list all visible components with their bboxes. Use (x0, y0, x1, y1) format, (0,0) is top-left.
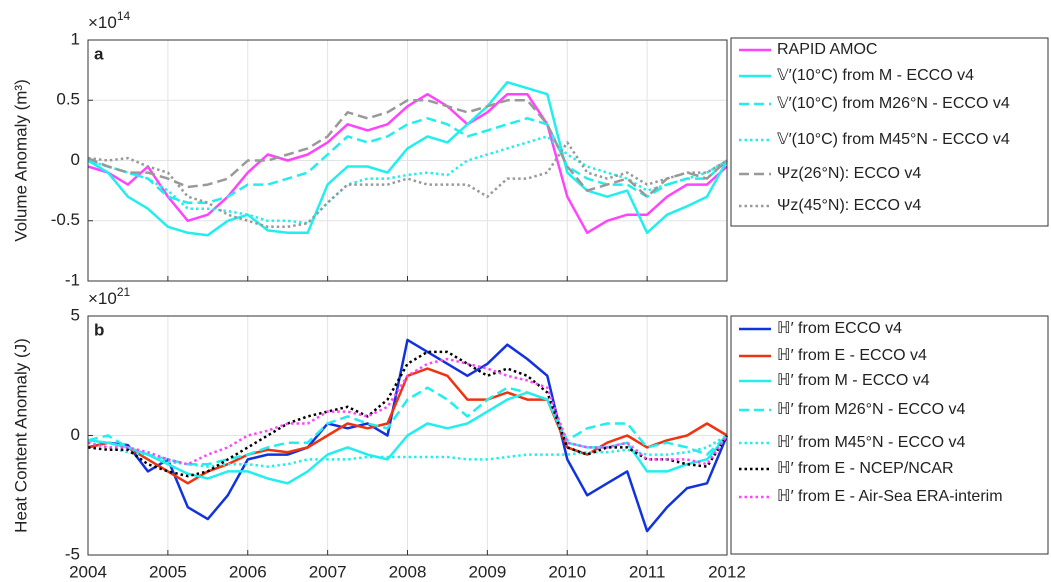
y-tick-label: -0.5 (51, 210, 80, 229)
y-tick-label: 5 (71, 305, 80, 324)
series-line (87, 386, 728, 466)
series-line (87, 117, 728, 204)
multiplier-base: ×10 (88, 289, 117, 308)
multiplier-base: ×10 (88, 13, 117, 32)
legend-label: ℍ′ from M26°N - ECCO v4 (777, 401, 965, 418)
legend-label: Ψz(45°N): ECCO v4 (777, 197, 921, 214)
series-line (87, 350, 729, 478)
y-tick-label: 0 (71, 425, 80, 444)
legend-box (730, 315, 1049, 555)
y-tick-label: -1 (65, 270, 80, 289)
y-axis-label: Volume Anomaly (m³) (11, 79, 30, 242)
x-tick-label: 2009 (468, 562, 506, 581)
legend-label: ℍ′ from M45°N - ECCO v4 (777, 434, 965, 451)
legend-label: ℍ′ from E - ECCO v4 (777, 347, 927, 364)
y-tick-label: 0 (71, 150, 80, 169)
series-line (87, 338, 729, 533)
y-tick-label: 1 (71, 29, 80, 48)
plot-frame (87, 315, 728, 556)
x-tick-label: 2012 (708, 562, 746, 581)
x-tick-label: 2011 (629, 562, 666, 581)
series-line (87, 99, 728, 198)
legend-label: ℍ′ from M - ECCO v4 (777, 372, 930, 389)
series-line (87, 135, 728, 225)
panel-label: a (94, 44, 104, 63)
series-line (87, 391, 728, 485)
axis-multiplier: ×1021 (88, 285, 131, 308)
y-tick-label: -5 (65, 544, 80, 563)
legend-label: ℍ′ from E - NCEP/NCAR (777, 460, 954, 477)
legend-label: 𝕍′(10°C) from M26°N - ECCO v4 (777, 95, 1010, 112)
panel-label: b (94, 320, 104, 339)
series-line (87, 92, 728, 235)
multiplier-exponent: 21 (117, 285, 131, 299)
series-line (87, 80, 729, 237)
y-tick-label: 0.5 (56, 90, 80, 109)
x-tick-label: 2007 (309, 562, 347, 581)
legend-label: ℍ′ from ECCO v4 (777, 320, 902, 337)
legend-label: 𝕍′(10°C) from M - ECCO v4 (777, 67, 974, 84)
legend-label: 𝕍′(10°C) from M45°N - ECCO v4 (777, 131, 1010, 148)
legend-label: ℍ′ from E - Air-Sea ERA-interim (777, 488, 1003, 505)
x-tick-label: 2006 (229, 562, 267, 581)
y-axis-label: Heat Content Anomaly (J) (11, 338, 30, 533)
legend-label: RAPID AMOC (777, 41, 877, 58)
legend-label: Ψz(26°N): ECCO v4 (777, 165, 921, 182)
series-line (87, 357, 729, 466)
plot-frame (87, 39, 728, 282)
x-tick-label: 2005 (149, 562, 187, 581)
x-tick-label: 2010 (548, 562, 586, 581)
x-tick-label: 2008 (389, 562, 427, 581)
axis-multiplier: ×1014 (88, 9, 131, 32)
series-line (87, 141, 728, 229)
legend-box (730, 37, 1049, 227)
multiplier-exponent: 14 (117, 9, 131, 23)
x-tick-label: 2004 (69, 562, 107, 581)
